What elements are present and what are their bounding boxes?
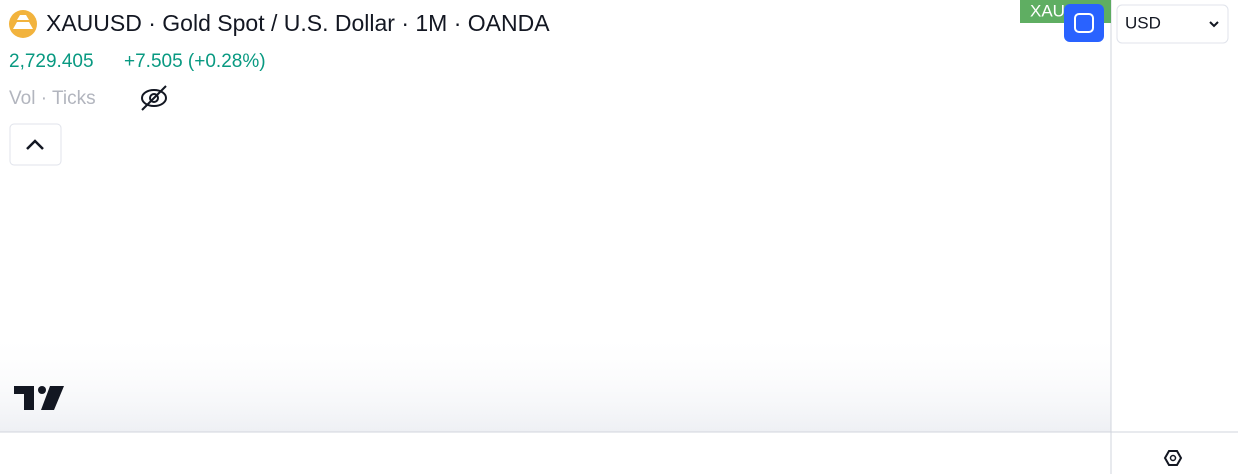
price-change: +7.505 (+0.28%) [124,51,266,72]
settings-button[interactable] [1163,450,1183,466]
tradingview-logo [14,386,64,410]
symbol-title: XAUUSD · Gold Spot / U.S. Dollar · 1M · … [46,10,550,36]
collapse-button[interactable] [9,123,62,166]
fullscreen-button[interactable] [1064,4,1104,42]
hide-indicator-button[interactable] [141,85,167,111]
indicator-legend: Vol · Ticks [9,88,96,109]
currency-label: USD [1125,13,1161,32]
symbol-icon-bars [13,15,33,29]
last-price: 2,729.405 [9,51,94,72]
currency-select[interactable] [1116,4,1229,44]
bottom-shade [0,330,1111,432]
symbol-tag-label: XAU [1030,1,1065,20]
